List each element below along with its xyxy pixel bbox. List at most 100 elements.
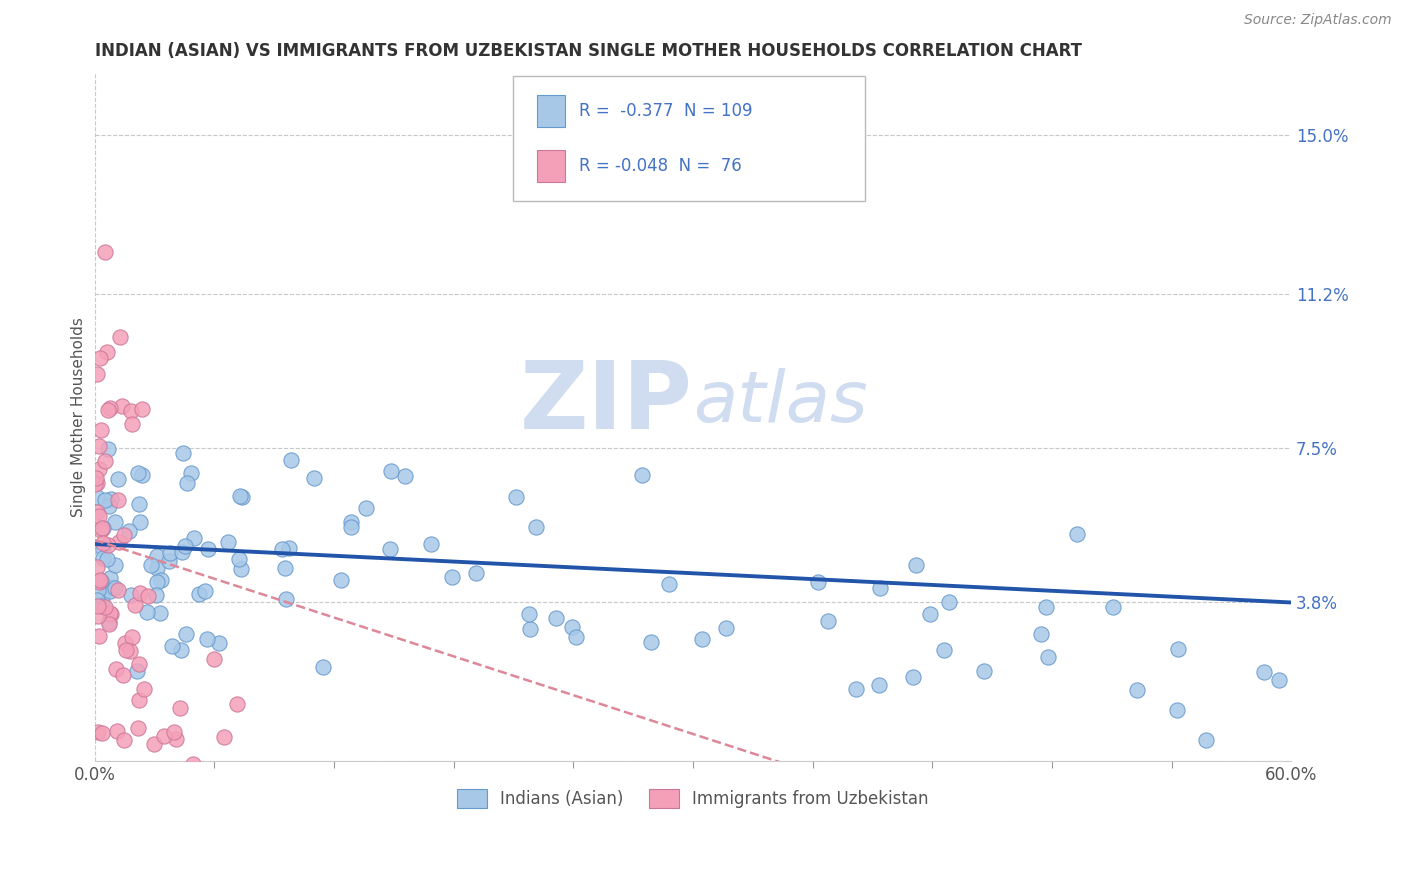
Point <box>312 659 335 673</box>
Point <box>129 885 152 892</box>
Point <box>87 583 110 598</box>
Text: R =  -0.377  N = 109: R = -0.377 N = 109 <box>579 102 752 120</box>
Point <box>807 575 830 590</box>
Point <box>124 598 146 612</box>
Point <box>225 697 247 711</box>
Point <box>146 549 169 563</box>
Point <box>100 491 122 506</box>
Point <box>228 552 250 566</box>
Point <box>129 516 152 530</box>
Point <box>1253 665 1275 680</box>
Point <box>229 562 252 576</box>
Point <box>90 574 112 588</box>
Point <box>100 583 122 598</box>
Point <box>380 464 402 478</box>
Point <box>104 558 127 572</box>
Point <box>176 476 198 491</box>
Point <box>96 345 118 359</box>
Point <box>121 630 143 644</box>
Point <box>89 351 111 366</box>
Point <box>120 588 142 602</box>
Point <box>658 577 681 591</box>
Point <box>217 535 239 549</box>
Point <box>136 589 159 603</box>
Point <box>103 773 125 788</box>
Point <box>465 566 488 580</box>
Point <box>104 515 127 529</box>
Point <box>212 730 235 744</box>
Point <box>186 861 208 875</box>
Point <box>149 606 172 620</box>
Point <box>90 523 112 537</box>
Point <box>692 632 714 647</box>
Point <box>139 558 162 572</box>
Point <box>394 469 416 483</box>
Point <box>546 610 568 624</box>
Point <box>1029 626 1052 640</box>
Point <box>163 724 186 739</box>
Point <box>86 593 108 607</box>
Point <box>274 561 297 575</box>
Point <box>86 560 108 574</box>
Point <box>129 586 152 600</box>
Point <box>89 573 111 587</box>
Point <box>146 575 169 590</box>
Point <box>107 472 129 486</box>
Point <box>87 574 110 589</box>
Point <box>202 652 225 666</box>
Point <box>1125 682 1147 697</box>
Point <box>157 554 180 568</box>
Point <box>868 678 890 692</box>
Text: Source: ZipAtlas.com: Source: ZipAtlas.com <box>1244 13 1392 28</box>
Point <box>905 558 928 572</box>
Point <box>94 493 117 508</box>
Point <box>631 468 654 483</box>
Point <box>104 581 127 595</box>
Point <box>1167 641 1189 656</box>
Point <box>302 471 325 485</box>
Point <box>97 442 120 457</box>
Point <box>145 588 167 602</box>
Point <box>104 662 127 676</box>
Point <box>869 581 891 595</box>
Point <box>973 665 995 679</box>
Point <box>136 605 159 619</box>
Point <box>94 454 117 468</box>
Point <box>229 489 252 503</box>
Point <box>519 622 541 636</box>
Point <box>278 541 301 555</box>
Point <box>330 574 353 588</box>
Point <box>96 552 118 566</box>
Point <box>640 634 662 648</box>
Point <box>91 521 114 535</box>
Point <box>128 498 150 512</box>
Point <box>131 401 153 416</box>
Point <box>89 629 111 643</box>
Point <box>112 527 135 541</box>
Point <box>143 799 166 814</box>
Point <box>87 599 110 613</box>
Point <box>817 614 839 628</box>
Point <box>128 693 150 707</box>
Point <box>271 542 294 557</box>
Point <box>174 627 197 641</box>
Point <box>938 595 960 609</box>
Point <box>1102 599 1125 614</box>
Point <box>180 466 202 480</box>
Point <box>194 583 217 598</box>
Point <box>354 500 377 515</box>
Point <box>87 509 110 524</box>
Point <box>159 546 181 560</box>
Point <box>1038 650 1060 665</box>
Point <box>845 682 868 697</box>
Point <box>115 643 138 657</box>
Point <box>145 561 167 575</box>
Text: INDIAN (ASIAN) VS IMMIGRANTS FROM UZBEKISTAN SINGLE MOTHER HOUSEHOLDS CORRELATIO: INDIAN (ASIAN) VS IMMIGRANTS FROM UZBEKI… <box>94 42 1081 60</box>
Point <box>197 542 219 557</box>
Point <box>121 417 143 432</box>
Point <box>86 505 108 519</box>
Point <box>565 630 588 644</box>
Point <box>1035 599 1057 614</box>
Legend: Indians (Asian), Immigrants from Uzbekistan: Indians (Asian), Immigrants from Uzbekis… <box>450 782 935 814</box>
Point <box>1066 527 1088 541</box>
